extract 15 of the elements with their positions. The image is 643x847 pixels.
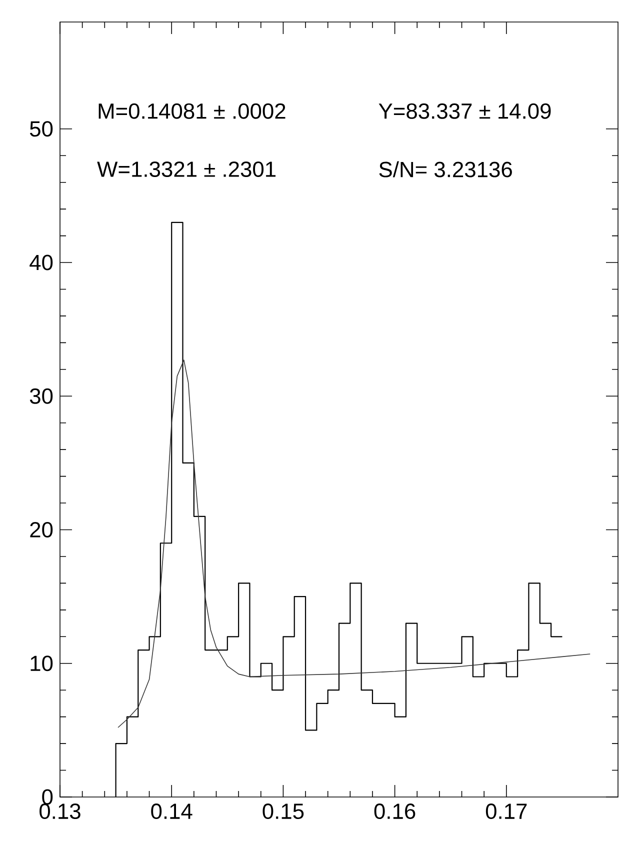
- y-tick-label: 30: [30, 388, 53, 404]
- x-tick-label: 0.16: [374, 804, 416, 820]
- y-tick-label: 50: [30, 121, 53, 137]
- x-tick-label: 0.15: [262, 804, 304, 820]
- x-tick-label: 0.17: [486, 804, 527, 820]
- annotation: Y=83.337 ± 14.09: [378, 103, 551, 119]
- y-tick-label: 40: [30, 254, 53, 270]
- annotation: M=0.14081 ± .0002: [98, 103, 286, 119]
- y-tick-label: 20: [30, 522, 53, 538]
- annotation: S/N= 3.23136: [379, 161, 512, 178]
- y-tick-label: 10: [30, 656, 53, 672]
- x-tick-label: 0.14: [151, 804, 192, 820]
- x-tick-label: 0.13: [40, 804, 80, 820]
- y-tick-label: 0: [42, 789, 53, 805]
- annotation: W=1.3321 ± .2301: [97, 161, 276, 178]
